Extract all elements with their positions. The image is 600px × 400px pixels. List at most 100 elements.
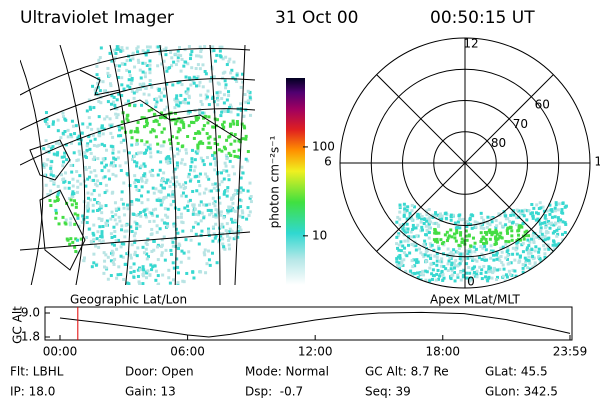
pixel (445, 230, 449, 234)
pixel (103, 144, 107, 148)
pixel (465, 225, 469, 229)
pixel (553, 230, 557, 234)
pixel (54, 141, 58, 145)
pixel (523, 208, 527, 212)
pixel (498, 234, 502, 238)
pixel (164, 181, 168, 185)
pixel (458, 270, 462, 274)
pixel (243, 126, 247, 130)
pixel (111, 190, 115, 194)
pixel (42, 165, 46, 169)
pixel (411, 265, 415, 269)
pixel (479, 231, 483, 235)
pixel (214, 234, 218, 238)
pixel (216, 211, 220, 215)
pixel (214, 215, 218, 219)
pixel (421, 253, 425, 257)
pixel (554, 221, 558, 225)
pixel (523, 256, 527, 260)
pixel (518, 211, 522, 215)
pixel (158, 116, 162, 120)
pixel (528, 267, 532, 271)
pixel (246, 206, 250, 210)
pixel (475, 269, 479, 273)
pixel (162, 197, 166, 201)
pixel (562, 255, 566, 259)
pixel (200, 229, 204, 233)
pixel (204, 72, 208, 76)
polar-grid (339, 37, 591, 289)
pixel (97, 133, 101, 137)
pixel (92, 252, 96, 256)
pixel (227, 173, 231, 177)
pixel (398, 206, 402, 210)
pixel (87, 175, 91, 179)
pixel (128, 70, 132, 74)
pixel (494, 242, 498, 246)
pixel (191, 79, 195, 83)
pixel (225, 222, 229, 226)
pixel (118, 219, 122, 223)
pixel (133, 65, 137, 69)
pixel (177, 182, 181, 186)
pixel (154, 118, 158, 122)
pixel (249, 195, 253, 199)
pixel (513, 258, 517, 262)
pixel (483, 258, 487, 262)
pixel (145, 207, 149, 211)
pixel (228, 105, 232, 109)
pixel (546, 277, 550, 281)
pixel (195, 54, 199, 58)
pixel (109, 82, 113, 86)
pixel (104, 223, 108, 227)
pixel (63, 186, 67, 190)
pixel (61, 215, 65, 219)
pixel (416, 223, 420, 227)
pixel (538, 257, 542, 261)
pixel (487, 265, 491, 269)
pixel (154, 105, 158, 109)
pixel (135, 47, 139, 51)
pixel (100, 142, 104, 146)
pixel (428, 266, 432, 270)
pixel (441, 278, 445, 282)
pixel (221, 126, 225, 130)
pixel (133, 250, 137, 254)
pixel (137, 198, 141, 202)
pixel (554, 203, 558, 207)
pixel (162, 127, 166, 131)
pixel (562, 249, 566, 253)
pixel (198, 80, 202, 84)
pixel (534, 273, 538, 277)
pixel (134, 184, 138, 188)
pixel (436, 268, 440, 272)
pixel (549, 274, 553, 278)
pixel (458, 254, 462, 258)
pixel (99, 46, 103, 50)
pixel (167, 155, 171, 159)
pixel (102, 251, 106, 255)
pixel (531, 257, 535, 261)
pixel (166, 207, 170, 211)
pixel (480, 257, 484, 261)
pixel (85, 204, 89, 208)
pixel (171, 83, 175, 87)
pixel (418, 247, 422, 251)
pixel (83, 154, 87, 158)
pixel (114, 239, 118, 243)
pixel (123, 262, 127, 266)
mlat-label: 70 (513, 117, 528, 131)
pixel (111, 253, 115, 257)
pixel (202, 116, 206, 120)
pixel (438, 215, 442, 219)
pixel (203, 248, 207, 252)
pixel (491, 271, 495, 275)
pixel (122, 242, 126, 246)
pixel (471, 236, 475, 240)
pixel (76, 179, 80, 183)
pixel (94, 244, 98, 248)
status-field: Mode: Normal (245, 365, 329, 379)
pixel (455, 229, 459, 233)
pixel (60, 173, 64, 177)
pixel (225, 157, 229, 161)
